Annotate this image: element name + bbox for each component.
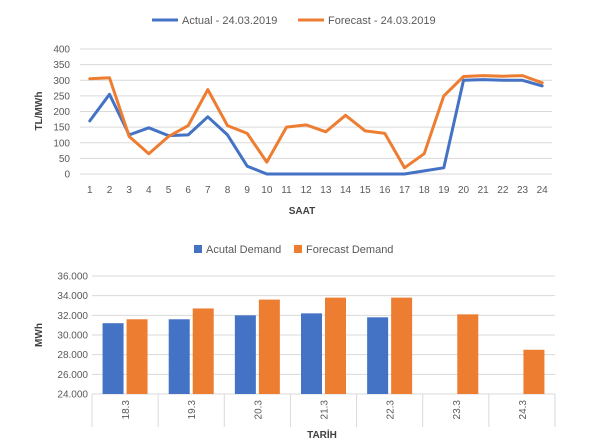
line-x-tick-label: 19 — [438, 185, 450, 196]
line-series-group — [88, 74, 544, 176]
line-x-tick-label: 3 — [126, 185, 132, 196]
line-x-tick-label: 21 — [478, 185, 490, 196]
actual-demand-bar — [102, 323, 124, 394]
line-x-tick-label: 1 — [87, 185, 93, 196]
bar-y-tick-label: 28.000 — [57, 350, 88, 361]
forecast-demand-bar — [391, 297, 413, 394]
line-y-tick-labels: 0 50 100 150 200 250 300 350 400 — [53, 45, 70, 181]
bar-x-tick-label: 21.3 — [320, 400, 331, 420]
actual-demand-bar — [234, 315, 256, 394]
line-x-tick-label: 7 — [205, 185, 211, 196]
line-x-tick-labels: 1 2 3 4 5 6 7 8 9 10 11 12 13 14 15 16 17 18 19 20 21 22 23 24 — [87, 185, 548, 196]
line-x-tick-label: 12 — [301, 185, 313, 196]
bar-y-tick-labels: 24.000 26.000 28.000 30.000 32.000 34.000 36.0… — [57, 272, 88, 401]
line-y-tick-label: 0 — [64, 170, 70, 181]
bar-chart: Acutal Demand Forecast Demand 24.000 26.0… — [34, 244, 556, 441]
line-y-tick-label: 100 — [53, 138, 70, 149]
line-y-tick-label: 400 — [53, 45, 70, 56]
line-x-tick-label: 18 — [419, 185, 431, 196]
legend-label-forecast: Forecast - 24.03.2019 — [328, 15, 436, 27]
bar-y-tick-label: 24.000 — [57, 390, 88, 401]
bar-x-tick-labels: 18.3 19.3 20.3 21.3 22.3 23.3 24.3 — [121, 400, 529, 420]
bar-x-tick-label: 20.3 — [253, 400, 264, 420]
bar-y-tick-label: 32.000 — [57, 311, 88, 322]
bar-y-tick-label: 26.000 — [57, 370, 88, 381]
bar-y-tick-label: 30.000 — [57, 331, 88, 342]
legend-swatch-forecast-demand — [294, 245, 302, 253]
forecast-series-line — [88, 74, 544, 170]
line-x-tick-label: 10 — [261, 185, 273, 196]
line-x-tick-label: 2 — [107, 185, 113, 196]
bar-x-tick-label: 24.3 — [518, 400, 529, 420]
line-x-tick-label: 9 — [244, 185, 250, 196]
bar-y-tick-label: 36.000 — [57, 272, 88, 283]
actual-demand-bar — [168, 319, 190, 394]
forecast-demand-bar — [523, 349, 545, 394]
bar-x-tick-label: 18.3 — [121, 400, 132, 420]
line-legend: Actual - 24.03.2019 Forecast - 24.03.201… — [152, 15, 436, 27]
line-y-tick-label: 300 — [53, 76, 70, 87]
line-x-tick-label: 23 — [517, 185, 529, 196]
forecast-demand-bar — [192, 308, 214, 394]
bar-x-tick-label: 23.3 — [452, 400, 463, 420]
forecast-demand-bar — [457, 314, 479, 394]
actual-series-line — [88, 78, 544, 176]
line-x-tick-label: 15 — [360, 185, 372, 196]
bar-legend: Acutal Demand Forecast Demand — [194, 244, 393, 256]
legend-label-forecast-demand: Forecast Demand — [306, 244, 393, 256]
line-gridlines — [80, 48, 552, 175]
forecast-demand-bar — [325, 297, 346, 394]
line-x-tick-label: 8 — [225, 185, 231, 196]
bar-y-tick-label: 34.000 — [57, 291, 88, 302]
legend-swatch-actual-demand — [194, 245, 202, 253]
line-x-axis-title: SAAT — [289, 206, 315, 217]
line-x-tick-label: 13 — [320, 185, 332, 196]
actual-demand-bar — [367, 317, 389, 394]
line-x-tick-label: 24 — [537, 185, 549, 196]
line-y-tick-label: 200 — [53, 107, 70, 118]
forecast-demand-bar — [258, 299, 280, 394]
line-x-tick-label: 22 — [497, 185, 509, 196]
line-x-tick-label: 16 — [379, 185, 391, 196]
legend-label-actual-demand: Acutal Demand — [206, 244, 281, 256]
line-x-tick-label: 5 — [166, 185, 172, 196]
forecast-demand-bar — [126, 319, 148, 394]
line-y-tick-label: 50 — [59, 154, 71, 165]
line-y-tick-label: 350 — [53, 60, 70, 71]
bar-x-tick-label: 19.3 — [187, 400, 198, 420]
line-x-tick-label: 14 — [340, 185, 352, 196]
bar-x-tick-label: 22.3 — [386, 400, 397, 420]
bar-y-axis-title: MWh — [34, 323, 45, 347]
bar-x-axis-title: TARİH — [307, 428, 337, 441]
legend-label-actual: Actual - 24.03.2019 — [182, 15, 277, 27]
line-y-axis-title: TL/MWh — [34, 92, 45, 131]
line-x-tick-label: 4 — [146, 185, 152, 196]
line-y-tick-label: 150 — [53, 123, 70, 134]
line-x-tick-label: 20 — [458, 185, 470, 196]
line-y-tick-label: 250 — [53, 91, 70, 102]
bar-series-group — [102, 297, 545, 394]
line-x-tick-label: 17 — [399, 185, 411, 196]
line-chart: Actual - 24.03.2019 Forecast - 24.03.201… — [34, 15, 552, 217]
actual-demand-bar — [301, 313, 322, 394]
line-x-tick-label: 6 — [185, 185, 191, 196]
line-x-tick-label: 11 — [281, 185, 292, 196]
